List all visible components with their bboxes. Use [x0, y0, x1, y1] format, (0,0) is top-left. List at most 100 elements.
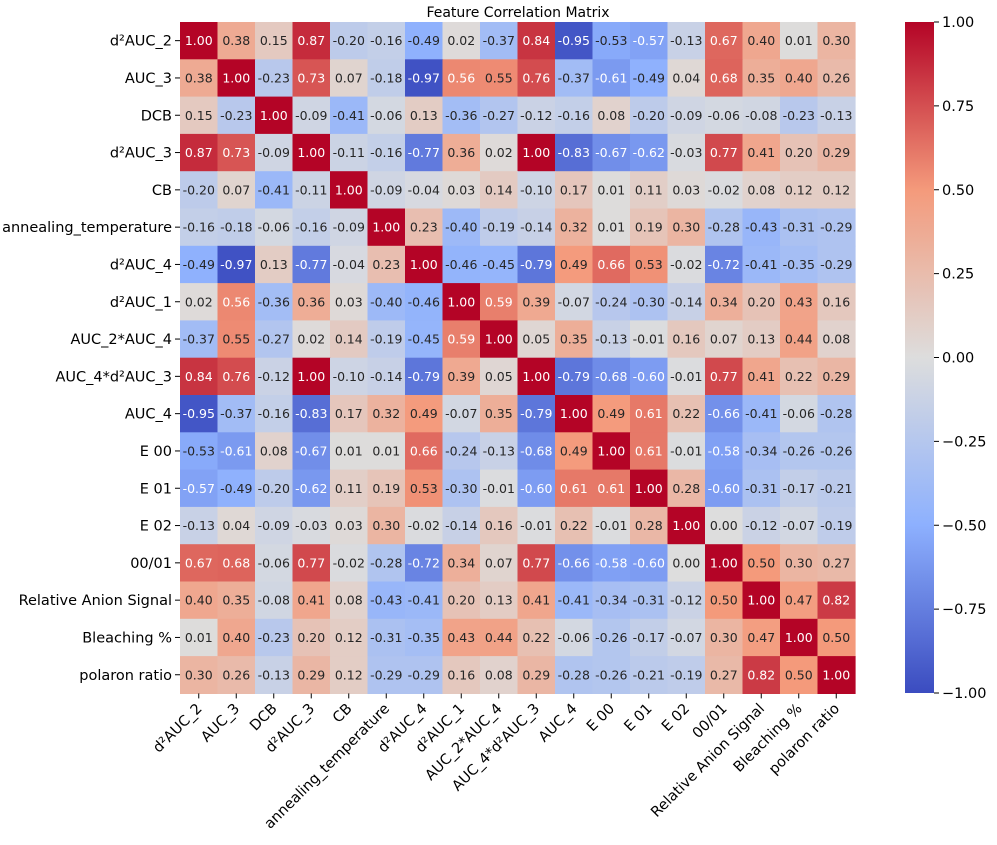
heatmap-cell	[442, 59, 481, 98]
cell-value-label: 0.61	[597, 481, 625, 496]
heatmap-cell	[367, 357, 406, 396]
cell-value-label: -0.36	[445, 108, 477, 123]
cell-value-label: 0.07	[485, 555, 513, 570]
heatmap-cell	[442, 283, 481, 321]
colorbar-tick-label: 0.00	[942, 351, 974, 367]
cell-value-label: 0.59	[485, 294, 513, 309]
cell-value-label: -0.79	[408, 369, 440, 384]
heatmap-cell	[442, 22, 481, 60]
heatmap-cell	[630, 208, 669, 247]
cell-value-label: 0.13	[410, 108, 438, 123]
cell-value-label: -0.23	[258, 630, 290, 645]
heatmap-cell	[667, 656, 706, 694]
cell-value-label: 0.08	[335, 593, 363, 608]
cell-value-label: -0.26	[595, 630, 627, 645]
heatmap-cell	[592, 469, 631, 508]
heatmap-cell	[405, 395, 444, 433]
heatmap-cell	[330, 395, 369, 433]
heatmap-cell	[742, 357, 781, 396]
heatmap-cells	[180, 22, 856, 694]
cell-value-label: -0.06	[558, 630, 590, 645]
heatmap-cell	[405, 171, 444, 210]
cell-value-label: 0.73	[297, 70, 325, 85]
heatmap-cell	[780, 22, 819, 60]
heatmap-cell	[667, 618, 706, 657]
heatmap-cell	[180, 506, 219, 545]
cell-value-label: -0.43	[745, 220, 777, 235]
cell-value-label: -0.11	[333, 145, 365, 160]
y-tick-label: polaron ratio	[79, 668, 172, 684]
y-tick-label: E 00	[140, 444, 172, 460]
cell-value-label: 0.07	[222, 182, 250, 197]
cell-value-label: -0.41	[258, 182, 290, 197]
heatmap-cell	[217, 133, 256, 172]
heatmap-cell	[592, 320, 631, 359]
cell-value-label: -0.16	[370, 33, 402, 48]
heatmap-cell	[180, 283, 219, 321]
cell-value-label: -0.97	[408, 70, 440, 85]
cell-value-label: -0.04	[408, 182, 440, 197]
cell-value-label: 0.77	[710, 369, 738, 384]
cell-value-label: 0.00	[710, 518, 738, 533]
heatmap-cell	[592, 618, 631, 657]
heatmap-cell	[180, 581, 219, 620]
cell-value-label: -0.28	[708, 220, 740, 235]
cell-value-label: -0.58	[595, 555, 627, 570]
heatmap-cell	[292, 283, 331, 321]
heatmap-cell	[780, 208, 819, 247]
heatmap-cell	[517, 283, 556, 321]
heatmap-cell	[367, 581, 406, 620]
cell-value-label: 1.00	[297, 145, 325, 160]
heatmap-cell	[742, 171, 781, 210]
heatmap-cell	[330, 656, 369, 694]
cell-value-label: 0.35	[560, 332, 588, 347]
heatmap-cell	[592, 506, 631, 545]
heatmap-cell	[292, 171, 331, 210]
heatmap-cell	[180, 469, 219, 508]
cell-value-label: -0.30	[445, 481, 477, 496]
cell-value-label: -0.13	[820, 108, 852, 123]
cell-value-label: -0.18	[220, 220, 252, 235]
heatmap-cell	[367, 506, 406, 545]
cell-value-label: -0.20	[633, 108, 665, 123]
y-tick-label: annealing_temperature	[2, 220, 172, 236]
heatmap-cell	[555, 320, 594, 359]
heatmap-cell	[555, 395, 594, 433]
heatmap-cell	[517, 22, 556, 60]
cell-value-label: 0.16	[447, 667, 475, 682]
cell-value-label: -0.23	[783, 108, 815, 123]
cell-value-label: 0.02	[297, 332, 325, 347]
cell-value-label: 0.15	[185, 108, 213, 123]
heatmap-cell	[630, 59, 669, 98]
heatmap-cell	[630, 544, 669, 583]
cell-value-label: -0.14	[520, 220, 552, 235]
cell-value-label: 0.08	[747, 182, 775, 197]
heatmap-cell	[292, 469, 331, 508]
heatmap-cell	[817, 618, 856, 657]
cell-value-label: 0.56	[222, 294, 250, 309]
heatmap-cell	[180, 395, 219, 433]
heatmap-cell	[330, 357, 369, 396]
cell-value-label: 0.27	[822, 555, 850, 570]
x-tick-label: E 02	[659, 701, 693, 735]
heatmap-cell	[742, 245, 781, 284]
heatmap-cell	[592, 133, 631, 172]
cell-value-label: 0.41	[297, 593, 325, 608]
cell-value-label: -0.02	[333, 555, 365, 570]
cell-value-label: 0.08	[822, 332, 850, 347]
cell-value-label: -0.13	[670, 33, 702, 48]
cell-value-label: -0.10	[520, 182, 552, 197]
cell-value-label: -0.46	[445, 257, 477, 272]
heatmap-cell	[705, 320, 744, 359]
y-tick-label: d²AUC_1	[110, 295, 172, 311]
heatmap-cell	[667, 357, 706, 396]
cell-value-label: -0.20	[183, 182, 215, 197]
x-tick-label: E 00	[584, 701, 618, 735]
heatmap-cell	[780, 469, 819, 508]
heatmap-cell	[255, 245, 294, 284]
y-axis: d²AUC_2 AUC_3 DCB d²AUC_3 CB annealing_temper…	[2, 34, 180, 684]
cell-value-label: -0.13	[183, 518, 215, 533]
cell-value-label: -0.57	[183, 481, 215, 496]
heatmap-cell	[592, 59, 631, 98]
cell-value-label: 0.29	[297, 667, 325, 682]
